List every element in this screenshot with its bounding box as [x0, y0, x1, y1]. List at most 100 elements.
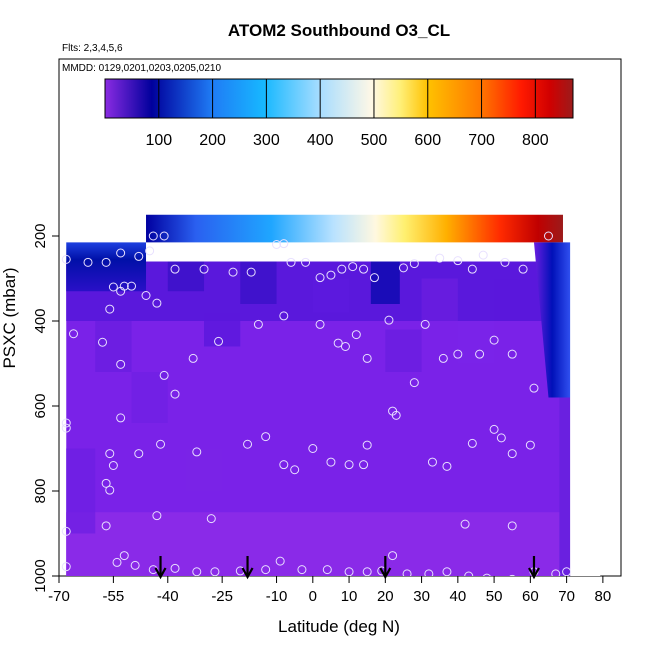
observation-point: [253, 319, 263, 329]
observation-point: [83, 257, 93, 267]
observation-point: [529, 383, 539, 393]
observation-point: [340, 342, 350, 351]
observation-point: [228, 267, 238, 277]
field-patch: [131, 372, 168, 423]
observation-point: [159, 370, 169, 380]
observation-point: [409, 378, 419, 388]
observation-point: [369, 273, 379, 283]
observation-point: [420, 319, 430, 329]
observation-point: [409, 259, 419, 269]
observation-point: [308, 444, 318, 453]
observation-point: [475, 349, 485, 359]
observation-point: [551, 569, 561, 576]
observation-point: [464, 571, 474, 576]
observation-point: [482, 573, 491, 576]
observation-point: [170, 563, 180, 573]
observation-point: [192, 567, 202, 576]
observation-point: [145, 246, 155, 256]
heatmap-field: [66, 214, 601, 576]
field-top-band: [146, 214, 563, 243]
y-tick-label: 800: [32, 478, 49, 503]
colorbar-tick-label: 400: [307, 132, 334, 149]
field-patch: [95, 321, 132, 372]
observation-point: [562, 567, 572, 576]
observation-point: [156, 439, 166, 449]
field-patch: [457, 321, 495, 364]
x-tick-label: 50: [486, 588, 503, 605]
x-tick-label: -40: [157, 588, 179, 605]
observation-point: [453, 349, 463, 359]
observation-point: [362, 567, 372, 576]
observation-point: [489, 424, 499, 434]
observation-point: [427, 457, 437, 467]
observation-point: [61, 526, 71, 536]
observation-point: [362, 353, 372, 363]
observation-point: [438, 353, 448, 363]
x-tick-label: 70: [558, 588, 575, 605]
observation-point: [496, 433, 506, 443]
observation-point: [543, 231, 553, 241]
y-tick-label: 400: [32, 308, 49, 333]
x-tick-label: -10: [266, 588, 288, 605]
x-tick-label: -25: [211, 588, 233, 605]
observation-point: [192, 447, 202, 457]
observation-point: [119, 551, 129, 561]
observation-point: [326, 457, 336, 467]
observation-point: [453, 256, 463, 266]
observation-point: [261, 565, 271, 575]
field-patch: [167, 261, 205, 292]
observation-point: [105, 485, 115, 495]
observation-point: [424, 569, 434, 576]
observation-point: [315, 273, 325, 283]
observation-point: [398, 263, 408, 273]
x-axis-label: Latitude (deg N): [278, 617, 400, 636]
observation-point: [148, 231, 158, 241]
observation-point: [279, 460, 289, 470]
x-tick-label: -55: [103, 588, 125, 605]
observation-point: [362, 440, 372, 450]
field-mid-column: [370, 261, 400, 304]
y-tick-label: 200: [32, 223, 49, 248]
observation-point: [467, 438, 477, 448]
field-right-edge: [559, 397, 571, 576]
observation-point: [460, 519, 470, 529]
x-axis: -70 -55 -40 -25 -10 0 10 20 30 40 50 60 70 80: [48, 576, 611, 605]
colorbar-ticks: 100 200 300 400 500 600 700 800: [145, 79, 549, 149]
observation-point: [500, 257, 510, 267]
observation-point: [188, 353, 198, 363]
observation-point: [152, 511, 162, 521]
observation-point: [61, 562, 71, 572]
profile-arrow-head: [154, 567, 167, 580]
colorbar-tick-label: 100: [145, 132, 172, 149]
field-lower-layer: [66, 512, 563, 576]
observation-point: [159, 231, 169, 241]
observation-point: [141, 291, 151, 300]
field-patch: [494, 278, 531, 321]
observation-point: [116, 248, 126, 258]
observation-point: [344, 460, 354, 470]
observation-point: [525, 440, 535, 450]
observation-point: [509, 574, 516, 576]
observation-point: [391, 410, 401, 420]
field-patch: [240, 261, 277, 304]
observation-point: [290, 465, 300, 475]
dates-note: MMDD: 0129,0201,0203,0205,0210: [62, 63, 221, 74]
observation-point: [337, 264, 347, 274]
x-tick-label: -70: [48, 588, 70, 605]
observation-point: [214, 336, 224, 346]
observation-point: [130, 560, 140, 570]
observation-point: [61, 423, 71, 433]
observation-point: [134, 251, 144, 261]
observation-point: [61, 254, 71, 264]
y-axis: 200 400 600 800 1000: [32, 223, 59, 593]
observation-point: [344, 567, 354, 576]
observation-point: [246, 267, 256, 277]
observation-point: [206, 514, 216, 524]
colorbar-tick-label: 200: [199, 132, 226, 149]
observation-point: [279, 239, 289, 249]
observation-point: [279, 311, 289, 321]
field-patch: [185, 448, 223, 491]
observation-point: [116, 359, 126, 369]
field-patch: [385, 329, 422, 372]
